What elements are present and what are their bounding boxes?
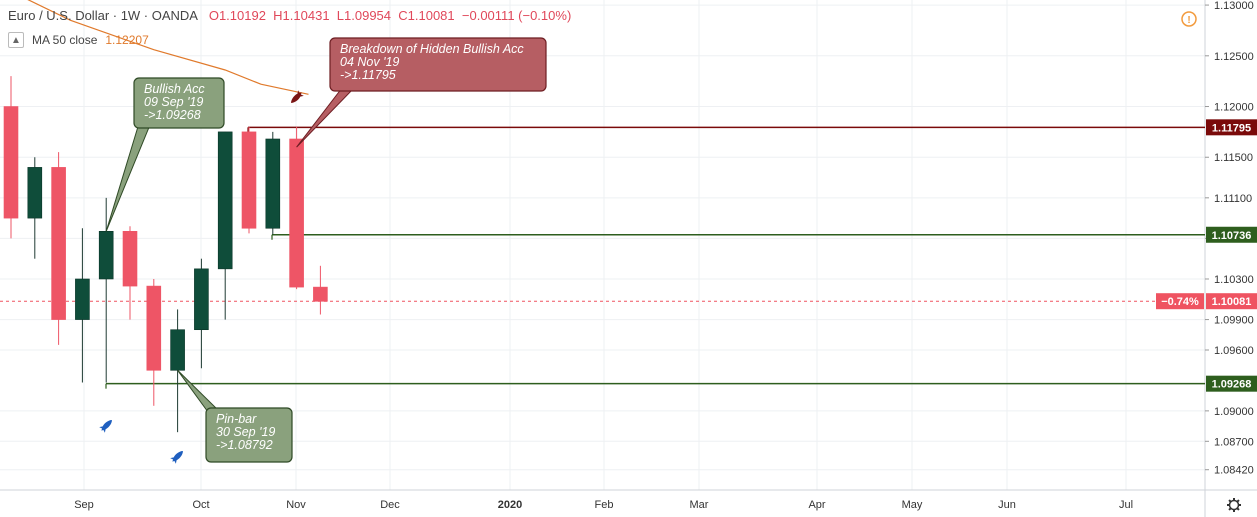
candle-body[interactable] [241, 131, 257, 229]
callout-text: Breakdown of Hidden Bullish Acc [340, 42, 524, 56]
callout-text: 04 Nov '19 [340, 55, 399, 69]
symbol-title[interactable]: Euro / U.S. Dollar · 1W · OANDA [8, 8, 198, 23]
indicator-value: 1.12207 [105, 33, 149, 47]
price-tick-label: 1.11500 [1214, 152, 1253, 164]
time-tick-label: Nov [286, 499, 306, 511]
indicator-label[interactable]: MA 50 close [32, 33, 98, 47]
level-price-label: 1.11795 [1212, 122, 1251, 134]
callout-box[interactable] [133, 77, 225, 129]
low-value: L1.09954 [336, 8, 392, 23]
callout-pointer [105, 119, 153, 232]
callout-text: 09 Sep '19 [144, 95, 203, 109]
time-tick-label: 2020 [498, 499, 522, 511]
price-tick-label: 1.13000 [1214, 0, 1254, 12]
callout-text: Pin-bar [216, 412, 257, 426]
candle-body[interactable] [146, 285, 162, 371]
time-tick-label: Jul [1119, 499, 1133, 511]
candle-body[interactable] [3, 106, 19, 219]
price-tick-label: 1.11100 [1214, 193, 1252, 205]
price-tick-label: 1.08420 [1214, 465, 1254, 477]
time-tick-label: Apr [808, 499, 825, 511]
current-price-label: 1.10081 [1212, 296, 1252, 308]
gear-hub [1228, 499, 1240, 511]
time-tick-label: Sep [74, 499, 94, 511]
price-tick-label: 1.12000 [1214, 102, 1254, 114]
buy-signal-rocket-icon-shape [99, 420, 112, 433]
candle-body[interactable] [75, 278, 90, 320]
callout-text: ->1.11795 [340, 68, 396, 82]
time-tick-label: Dec [380, 499, 400, 511]
candle-body[interactable] [313, 286, 328, 302]
indicator-legend: ▲ MA 50 close 1.12207 [8, 32, 149, 48]
alert-icon[interactable] [1181, 11, 1197, 27]
ma50-line [27, 0, 309, 95]
candle-body[interactable] [170, 329, 185, 371]
price-tick-label: 1.12500 [1214, 51, 1254, 63]
level-price-label: 1.09268 [1212, 379, 1252, 391]
high-value: H1.10431 [273, 8, 330, 23]
candle-body[interactable] [265, 138, 281, 229]
price-tick-label: 1.09900 [1214, 315, 1254, 327]
time-tick-label: Feb [595, 499, 614, 511]
buy-signal-rocket-icon [170, 451, 183, 464]
time-tick-label: Oct [192, 499, 209, 511]
callout-box[interactable] [329, 37, 547, 92]
callout-pointer [296, 87, 356, 148]
candle-body[interactable] [51, 167, 66, 320]
time-tick-label: May [902, 499, 923, 511]
candle-body[interactable] [289, 138, 304, 288]
candle-body[interactable] [194, 268, 209, 331]
callout-text: Bullish Acc [144, 82, 205, 96]
sell-signal-rocket-icon-shape [291, 90, 304, 103]
callout-pointer [177, 369, 222, 413]
gear-icon[interactable] [1227, 498, 1241, 512]
open-value: O1.10192 [208, 8, 266, 23]
time-tick-label: Jun [998, 499, 1016, 511]
callout-box[interactable] [205, 407, 293, 463]
candle-body[interactable] [122, 231, 138, 287]
callout-text: ->1.09268 [144, 108, 201, 122]
price-tick-label: 1.10300 [1214, 274, 1254, 286]
change-percent-tag [1156, 293, 1204, 310]
callout-text: ->1.08792 [216, 438, 273, 452]
time-tick-label: Mar [690, 499, 709, 511]
change-value: −0.00111 (−0.10%) [461, 8, 572, 23]
price-tick-label: 1.09600 [1214, 345, 1254, 357]
candle-body[interactable] [98, 231, 114, 280]
chart-legend: Euro / U.S. Dollar · 1W · OANDA O1.10192… [8, 8, 571, 23]
collapse-legend-button[interactable]: ▲ [8, 32, 24, 48]
ohlc-readout: O1.10192 H1.10431 L1.09954 C1.10081 −0.0… [209, 8, 571, 23]
level-price-tag[interactable] [1206, 375, 1257, 392]
price-tick-label: 1.08700 [1214, 436, 1254, 448]
close-value: C1.10081 [398, 8, 455, 23]
candle-body[interactable] [27, 167, 43, 219]
current-price-tag[interactable] [1206, 293, 1257, 310]
buy-signal-rocket-icon-shape [170, 451, 183, 464]
buy-signal-rocket-icon [99, 420, 112, 433]
callout-text: 30 Sep '19 [216, 425, 275, 439]
level-price-tag[interactable] [1206, 119, 1257, 136]
sell-signal-rocket-icon [291, 90, 304, 103]
price-tick-label: 1.09000 [1214, 406, 1254, 418]
candle-body[interactable] [217, 131, 233, 270]
level-price-label: 1.10736 [1212, 230, 1252, 242]
alert-icon-glyph: ! [1187, 15, 1190, 26]
change-percent-label: −0.74% [1161, 296, 1199, 308]
level-price-tag[interactable] [1206, 226, 1257, 243]
